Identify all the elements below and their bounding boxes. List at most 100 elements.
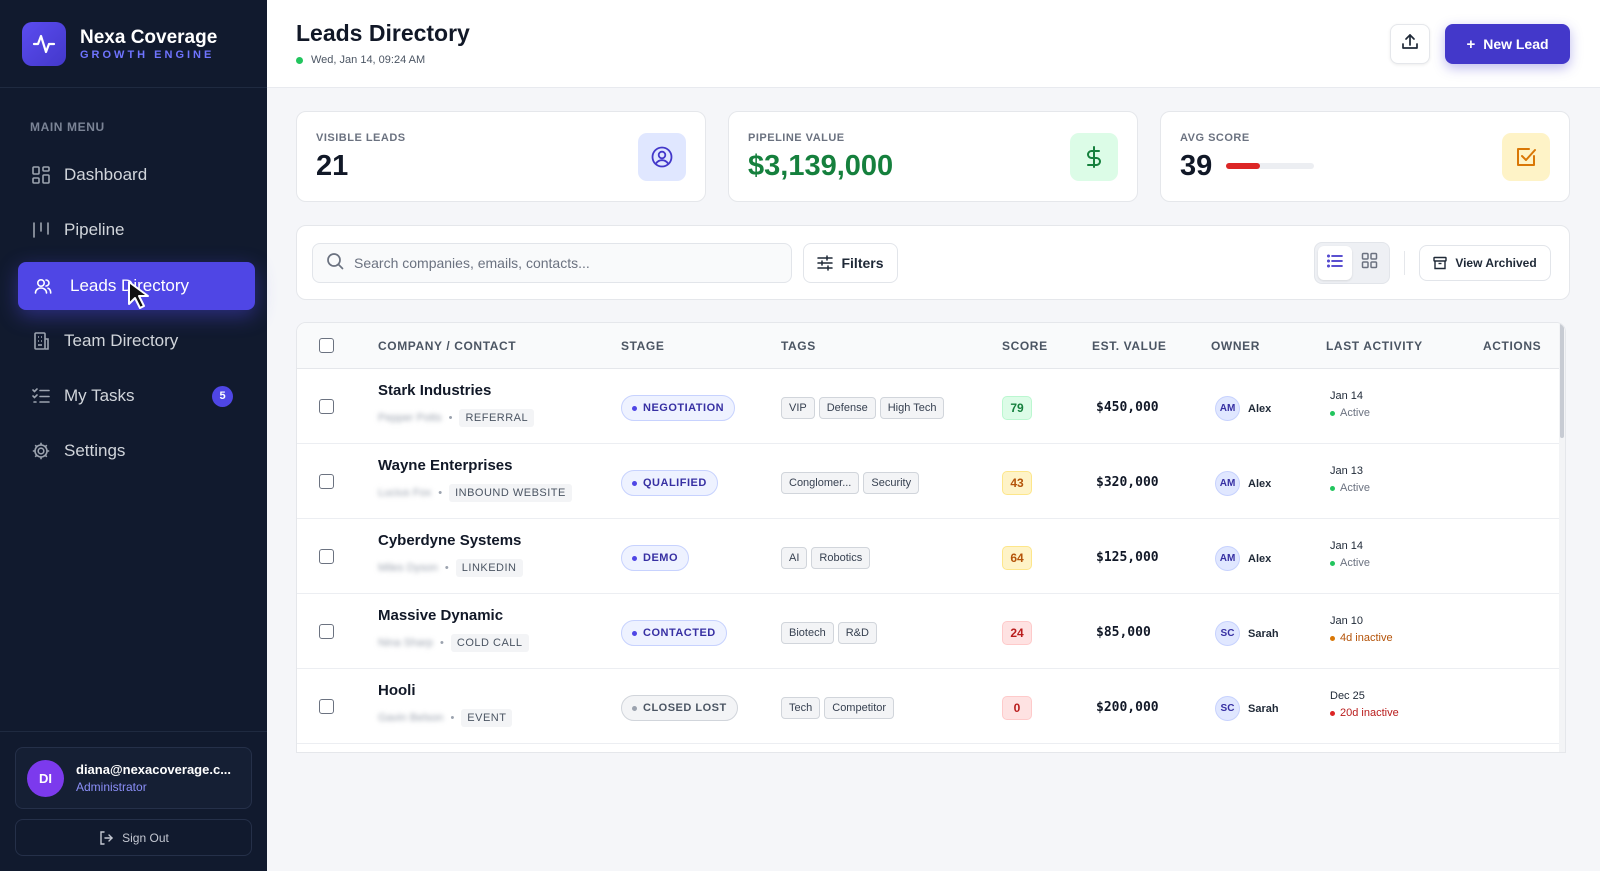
lead-source: EVENT <box>461 709 513 727</box>
company-name[interactable]: Massive Dynamic <box>378 607 504 624</box>
filters-button[interactable]: Filters <box>803 243 898 283</box>
table-row[interactable]: Wayne Enterprises Lucius Fox • INBOUND W… <box>297 444 1565 519</box>
sidebar-item-label: Settings <box>64 441 126 460</box>
list-icon <box>1326 252 1344 275</box>
score-badge: 79 <box>1002 396 1032 420</box>
tag: Robotics <box>811 547 871 569</box>
export-button[interactable] <box>1390 24 1430 64</box>
main-content: Leads Directory Wed, Jan 14, 09:24 AM + … <box>267 0 1600 871</box>
sidebar-item-dashboard[interactable]: Dashboard <box>18 151 255 199</box>
company-name[interactable]: Wayne Enterprises <box>378 457 513 474</box>
sign-out-button[interactable]: Sign Out <box>15 819 252 856</box>
table-row[interactable]: Cyberdyne Systems Miles Dyson • LINKEDIN… <box>297 519 1565 594</box>
status-dot <box>1330 410 1335 416</box>
archive-icon <box>1433 256 1448 270</box>
search-icon <box>326 252 344 275</box>
datetime-text: Wed, Jan 14, 09:24 AM <box>311 54 426 66</box>
row-checkbox[interactable] <box>319 699 334 714</box>
leads-table: COMPANY / CONTACT STAGE TAGS SCORE EST. … <box>296 322 1566 753</box>
scrollbar-thumb[interactable] <box>1560 323 1564 438</box>
table-toolbar: Filters View Archived <box>296 225 1570 300</box>
column-header-tags[interactable]: TAGS <box>781 339 816 353</box>
list-view-button[interactable] <box>1318 246 1352 280</box>
menu-label: MAIN MENU <box>30 120 105 134</box>
select-all-checkbox[interactable] <box>319 338 334 353</box>
row-checkbox[interactable] <box>319 549 334 564</box>
column-header-stage[interactable]: STAGE <box>621 339 665 353</box>
row-checkbox[interactable] <box>319 474 334 489</box>
new-lead-button[interactable]: + New Lead <box>1445 24 1570 64</box>
lead-source: LINKEDIN <box>455 559 523 577</box>
stat-card-avg-score: AVG SCORE 39 <box>1160 111 1570 202</box>
grid-view-button[interactable] <box>1352 246 1386 280</box>
estimated-value: $450,000 <box>1096 400 1159 415</box>
table-scrollbar[interactable] <box>1559 323 1565 752</box>
activity-status: Active <box>1330 557 1370 569</box>
tag: R&D <box>837 622 877 644</box>
sidebar-item-settings[interactable]: Settings <box>18 427 255 475</box>
separator-dot: • <box>440 637 444 649</box>
column-header-owner[interactable]: OWNER <box>1211 339 1260 353</box>
stage-badge: CLOSED LOST <box>621 695 738 721</box>
divider <box>0 731 267 732</box>
score-badge: 0 <box>1002 696 1032 720</box>
sidebar-item-label: Dashboard <box>64 165 148 184</box>
brand[interactable]: Nexa Coverage GROWTH ENGINE <box>22 22 217 66</box>
stage-label: NEGOTIATION <box>643 402 725 414</box>
activity-date: Jan 14 <box>1330 390 1364 402</box>
company-name[interactable]: Hooli <box>378 682 416 699</box>
avatar: AM <box>1215 546 1240 571</box>
owner: SC Sarah <box>1215 696 1279 721</box>
table-row[interactable]: Stark Industries Pepper Potts • REFERRAL… <box>297 369 1565 444</box>
search-box[interactable] <box>312 243 792 283</box>
tag: High Tech <box>879 397 945 419</box>
company-name[interactable]: Cyberdyne Systems <box>378 532 522 549</box>
estimated-value: $125,000 <box>1096 550 1159 565</box>
column-header-company[interactable]: COMPANY / CONTACT <box>378 339 517 353</box>
contact-name: Lucius Fox <box>378 487 432 499</box>
user-profile-card[interactable]: DI diana@nexacoverage.c... Administrator <box>15 747 252 809</box>
building-icon <box>30 330 52 352</box>
sidebar-item-team-directory[interactable]: Team Directory <box>18 317 255 365</box>
estimated-value: $320,000 <box>1096 475 1159 490</box>
page-header: Leads Directory Wed, Jan 14, 09:24 AM + … <box>267 0 1600 88</box>
status-text: Active <box>1340 407 1370 419</box>
sidebar-item-my-tasks[interactable]: My Tasks 5 <box>18 372 255 420</box>
tag-list: Conglomer... Security <box>781 472 923 494</box>
table-row[interactable]: Hooli Gavin Belson • EVENT CLOSED LOST T… <box>297 669 1565 744</box>
last-activity: Jan 10 4d inactive <box>1330 615 1393 644</box>
tag: Defense <box>818 397 876 419</box>
separator-dot: • <box>438 487 443 499</box>
contact-info: Nina Sharp • COLD CALL <box>378 634 529 652</box>
avatar: SC <box>1215 621 1240 646</box>
status-text: 20d inactive <box>1340 707 1399 719</box>
status-text: Active <box>1340 557 1370 569</box>
column-header-last-activity[interactable]: LAST ACTIVITY <box>1326 339 1423 353</box>
sidebar-item-leads-directory[interactable]: Leads Directory <box>18 262 255 310</box>
avatar: AM <box>1215 471 1240 496</box>
status-dot <box>1330 560 1335 566</box>
search-input[interactable] <box>354 255 774 271</box>
column-header-score[interactable]: SCORE <box>1002 339 1048 353</box>
view-archived-button[interactable]: View Archived <box>1419 245 1551 281</box>
column-header-est-value[interactable]: EST. VALUE <box>1092 339 1167 353</box>
estimated-value: $85,000 <box>1096 625 1151 640</box>
owner: AM Alex <box>1215 471 1271 496</box>
last-activity: Jan 13 Active <box>1330 465 1370 494</box>
contact-info: Lucius Fox • INBOUND WEBSITE <box>378 484 572 502</box>
row-checkbox[interactable] <box>319 624 334 639</box>
owner-name: Sarah <box>1248 627 1279 640</box>
table-row[interactable]: Massive Dynamic Nina Sharp • COLD CALL C… <box>297 594 1565 669</box>
stage-label: CONTACTED <box>643 627 716 639</box>
company-name[interactable]: Stark Industries <box>378 382 492 399</box>
sidebar-item-pipeline[interactable]: Pipeline <box>18 206 255 254</box>
status-text: 4d inactive <box>1340 632 1393 644</box>
last-activity: Dec 25 20d inactive <box>1330 690 1399 719</box>
tag: Conglomer... <box>781 472 860 494</box>
stage-label: QUALIFIED <box>643 477 707 489</box>
users-icon <box>32 275 54 297</box>
row-checkbox[interactable] <box>319 399 334 414</box>
owner: AM Alex <box>1215 396 1271 421</box>
stat-card-pipeline-value: PIPELINE VALUE $3,139,000 <box>728 111 1138 202</box>
stage-dot <box>632 705 637 711</box>
